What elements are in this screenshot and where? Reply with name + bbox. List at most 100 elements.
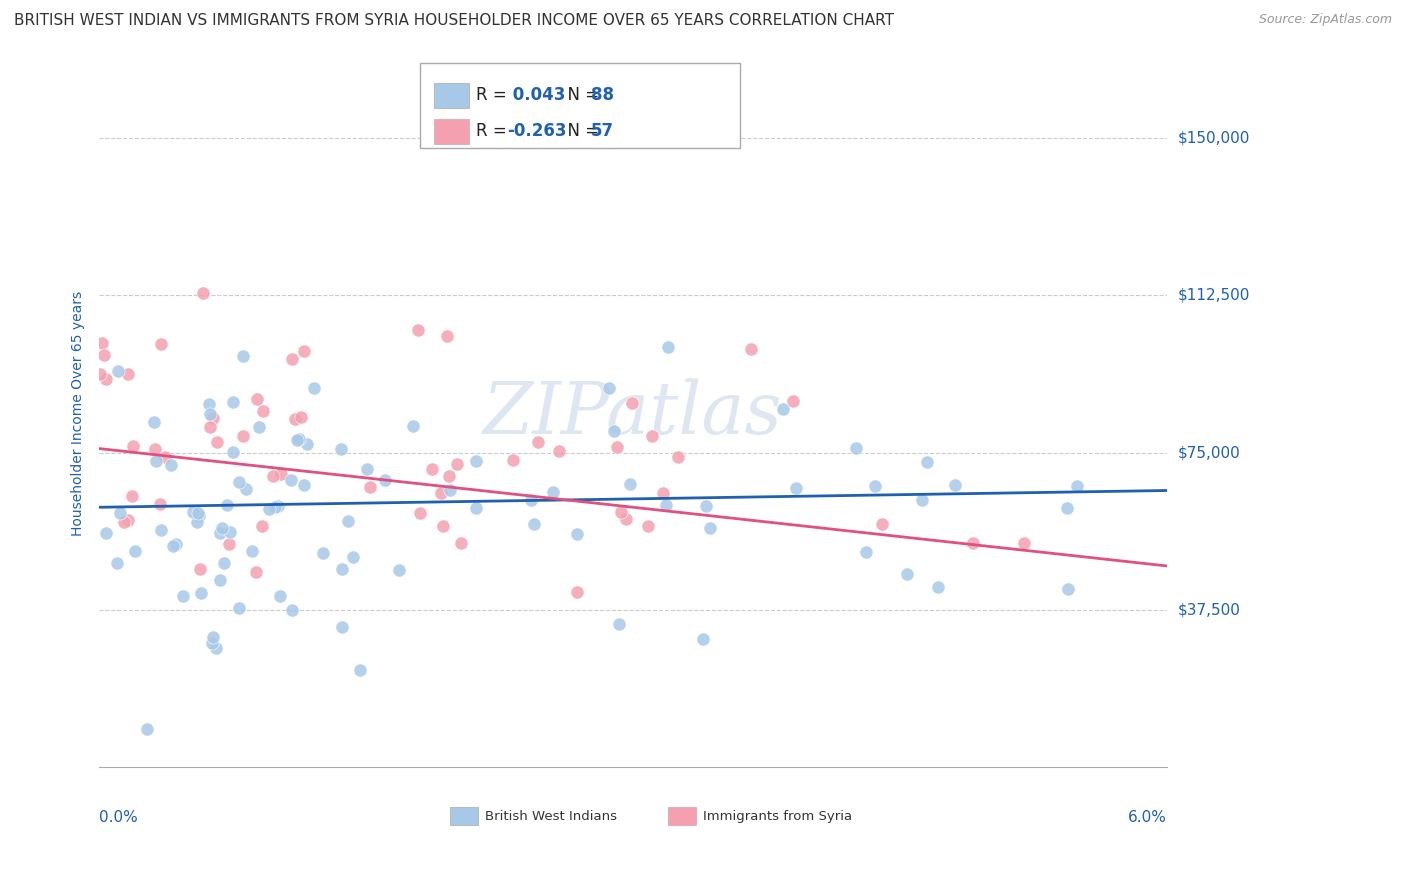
Text: R =: R =: [475, 87, 512, 104]
Point: [292, 343, 315, 358]
Text: British West Indians: British West Indians: [485, 810, 617, 822]
Point: [155, 450, 177, 464]
Point: [205, 641, 228, 656]
Point: [342, 549, 364, 564]
Point: [439, 483, 461, 497]
Point: [603, 425, 626, 439]
Point: [240, 544, 263, 558]
Point: [292, 478, 315, 492]
Point: [246, 392, 269, 407]
Point: [235, 482, 257, 496]
Point: [614, 511, 637, 525]
Point: [145, 454, 167, 468]
Point: [782, 394, 804, 409]
Point: [388, 563, 411, 577]
Point: [228, 601, 250, 615]
Point: [927, 580, 949, 594]
Point: [252, 519, 274, 533]
Point: [541, 484, 564, 499]
Point: [200, 420, 222, 434]
Point: [211, 521, 233, 535]
Point: [349, 663, 371, 677]
Point: [666, 450, 689, 464]
Point: [962, 536, 984, 550]
Point: [422, 462, 444, 476]
Point: [112, 515, 135, 529]
Point: [245, 565, 267, 579]
Text: N =: N =: [557, 122, 605, 140]
Point: [402, 419, 425, 434]
Point: [527, 435, 550, 450]
Point: [297, 436, 319, 450]
Point: [330, 442, 353, 456]
Point: [149, 337, 172, 351]
Point: [657, 340, 679, 354]
Point: [262, 469, 284, 483]
Point: [228, 475, 250, 489]
Point: [270, 467, 292, 481]
Point: [208, 526, 231, 541]
Text: 88: 88: [591, 87, 614, 104]
Point: [117, 367, 139, 381]
Point: [565, 584, 588, 599]
Point: [142, 415, 165, 429]
Point: [232, 429, 254, 443]
Point: [281, 603, 304, 617]
Point: [149, 496, 172, 510]
Point: [252, 403, 274, 417]
Text: $112,500: $112,500: [1178, 288, 1250, 303]
Point: [855, 544, 877, 558]
Text: 57: 57: [591, 122, 614, 140]
Point: [740, 343, 762, 357]
Point: [1056, 501, 1078, 516]
Point: [205, 434, 228, 449]
Point: [187, 506, 209, 520]
Point: [159, 458, 181, 472]
Point: [785, 481, 807, 495]
Point: [280, 473, 302, 487]
Point: [186, 515, 208, 529]
Point: [190, 586, 212, 600]
Point: [620, 396, 643, 410]
Point: [356, 462, 378, 476]
Point: [201, 630, 224, 644]
Point: [249, 420, 271, 434]
Point: [280, 351, 302, 366]
Point: [107, 364, 129, 378]
Point: [465, 454, 488, 468]
Point: [610, 505, 633, 519]
Point: [188, 562, 211, 576]
Point: [896, 567, 918, 582]
Point: [436, 328, 458, 343]
Point: [215, 499, 238, 513]
Point: [284, 411, 307, 425]
Point: [198, 407, 221, 421]
Point: [191, 286, 214, 301]
Point: [845, 442, 868, 456]
Point: [219, 525, 242, 540]
Point: [93, 348, 115, 362]
Point: [187, 508, 209, 523]
Point: [183, 505, 205, 519]
Text: R =: R =: [475, 122, 512, 140]
Point: [94, 525, 117, 540]
Point: [198, 397, 221, 411]
Point: [232, 349, 254, 363]
Point: [641, 429, 664, 443]
Point: [91, 336, 114, 351]
Point: [124, 544, 146, 558]
Point: [1057, 582, 1080, 596]
Text: 0.0%: 0.0%: [100, 810, 138, 825]
Point: [105, 557, 128, 571]
Point: [285, 434, 308, 448]
Point: [218, 537, 240, 551]
Point: [446, 457, 468, 471]
Point: [288, 432, 311, 446]
Point: [221, 445, 243, 459]
Point: [145, 442, 167, 456]
Point: [96, 372, 118, 386]
Point: [547, 443, 569, 458]
Point: [202, 410, 225, 425]
Point: [359, 480, 381, 494]
Text: Immigrants from Syria: Immigrants from Syria: [703, 810, 852, 822]
